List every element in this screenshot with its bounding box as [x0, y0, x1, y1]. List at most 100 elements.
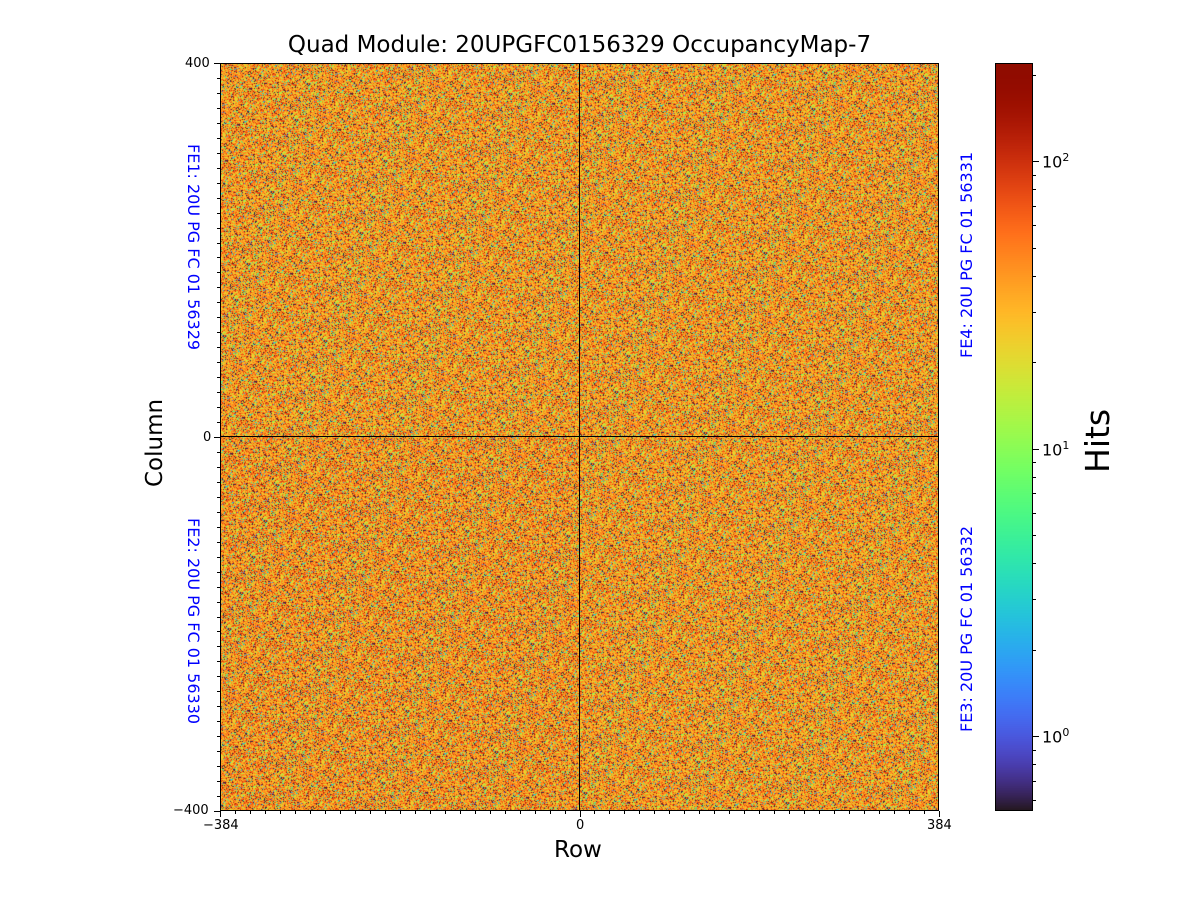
y-minor-tick [217, 213, 220, 214]
x-minor-tick [385, 811, 386, 814]
colorbar-minor-tick [1033, 750, 1036, 751]
y-minor-tick [217, 631, 220, 632]
x-minor-tick [250, 811, 251, 814]
colorbar [996, 63, 1033, 811]
x-major-tick [220, 811, 221, 817]
colorbar-minor-tick [1033, 248, 1036, 249]
x-minor-tick [505, 811, 506, 814]
y-minor-tick [217, 272, 220, 273]
x-minor-tick [864, 811, 865, 814]
x-minor-tick [550, 811, 551, 814]
x-minor-tick [669, 811, 670, 814]
x-minor-tick [819, 811, 820, 814]
x-minor-tick [684, 811, 685, 814]
y-minor-tick [217, 467, 220, 468]
y-minor-tick [217, 602, 220, 603]
x-minor-tick [235, 811, 236, 814]
x-minor-tick [594, 811, 595, 814]
colorbar-minor-tick [1033, 206, 1036, 207]
x-minor-tick [654, 811, 655, 814]
x-minor-tick [624, 811, 625, 814]
colorbar-tick-label: 100 [1042, 726, 1070, 747]
x-minor-tick [714, 811, 715, 814]
y-major-tick [214, 811, 220, 812]
colorbar-minor-tick [1033, 225, 1036, 226]
y-minor-tick [217, 796, 220, 797]
y-minor-tick [217, 228, 220, 229]
y-minor-tick [217, 542, 220, 543]
y-minor-tick [217, 332, 220, 333]
y-minor-tick [217, 317, 220, 318]
y-minor-tick [217, 706, 220, 707]
x-minor-tick [490, 811, 491, 814]
chart-title: Quad Module: 20UPGFC0156329 OccupancyMap… [287, 32, 872, 58]
x-minor-tick [729, 811, 730, 814]
y-minor-tick [217, 347, 220, 348]
y-minor-tick [217, 243, 220, 244]
y-minor-tick [217, 153, 220, 154]
x-minor-tick [295, 811, 296, 814]
colorbar-minor-tick [1033, 312, 1036, 313]
vertical-divider-line [579, 63, 580, 811]
x-tick-label-max: 384 [927, 818, 952, 833]
x-minor-tick [400, 811, 401, 814]
fe3-label: FE3: 20U PG FC 01 56332 [957, 525, 976, 732]
x-major-tick [939, 811, 940, 817]
colorbar-major-tick [1033, 161, 1039, 162]
colorbar-minor-tick [1033, 535, 1036, 536]
colorbar-minor-tick [1033, 800, 1036, 801]
x-minor-tick [460, 811, 461, 814]
colorbar-tick-label: 101 [1042, 439, 1070, 460]
x-tick-label-zero: 0 [576, 818, 585, 833]
colorbar-minor-tick [1033, 362, 1036, 363]
x-tick-label-min: −384 [203, 818, 239, 833]
y-minor-tick [217, 377, 220, 378]
colorbar-minor-tick [1033, 781, 1036, 782]
x-minor-tick [894, 811, 895, 814]
x-minor-tick [370, 811, 371, 814]
colorbar-minor-tick [1033, 477, 1036, 478]
x-minor-tick [535, 811, 536, 814]
y-minor-tick [217, 766, 220, 767]
colorbar-label: Hits [1078, 408, 1117, 473]
x-minor-tick [565, 811, 566, 814]
x-minor-tick [310, 811, 311, 814]
colorbar-minor-tick [1033, 563, 1036, 564]
colorbar-minor-tick [1033, 189, 1036, 190]
colorbar-minor-tick [1033, 276, 1036, 277]
y-minor-tick [217, 123, 220, 124]
y-minor-tick [217, 482, 220, 483]
y-minor-tick [217, 422, 220, 423]
x-minor-tick [744, 811, 745, 814]
y-minor-tick [217, 661, 220, 662]
x-minor-tick [415, 811, 416, 814]
colorbar-minor-tick [1033, 493, 1036, 494]
colorbar-minor-tick [1033, 650, 1036, 651]
y-minor-tick [217, 362, 220, 363]
x-minor-tick [849, 811, 850, 814]
y-minor-tick [217, 452, 220, 453]
x-minor-tick [789, 811, 790, 814]
x-minor-tick [699, 811, 700, 814]
y-minor-tick [217, 646, 220, 647]
x-minor-tick [759, 811, 760, 814]
y-minor-tick [217, 527, 220, 528]
y-minor-tick [217, 572, 220, 573]
x-minor-tick [909, 811, 910, 814]
fe1-label: FE1: 20U PG FC 01 56329 [184, 144, 203, 351]
y-minor-tick [217, 587, 220, 588]
y-minor-tick [217, 617, 220, 618]
x-minor-tick [879, 811, 880, 814]
y-minor-tick [217, 407, 220, 408]
colorbar-tick-label: 102 [1042, 151, 1070, 172]
y-minor-tick [217, 721, 220, 722]
y-minor-tick [217, 512, 220, 513]
colorbar-major-tick [1033, 736, 1039, 737]
colorbar-minor-tick [1033, 175, 1036, 176]
y-minor-tick [217, 497, 220, 498]
colorbar-minor-tick [1033, 764, 1036, 765]
y-minor-tick [217, 183, 220, 184]
y-major-tick [214, 437, 220, 438]
y-minor-tick [217, 557, 220, 558]
y-minor-tick [217, 691, 220, 692]
